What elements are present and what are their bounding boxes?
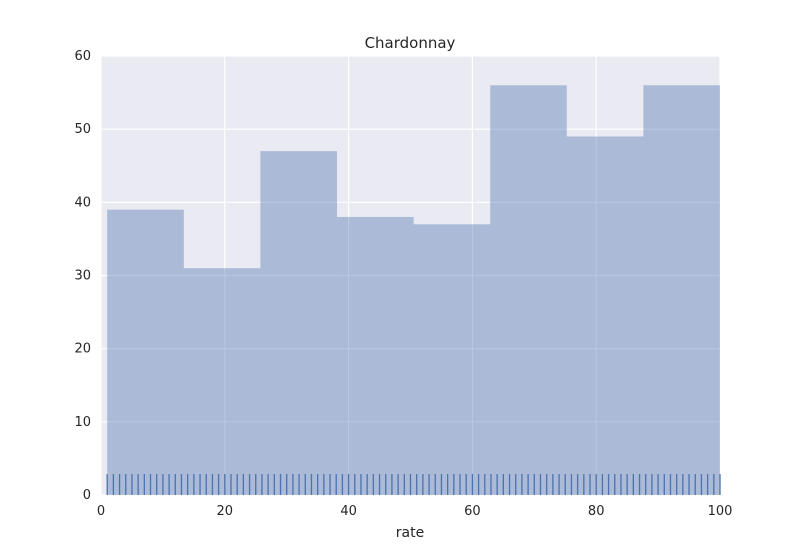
x-tick-label: 80 [588,504,605,519]
x-tick-label: 60 [464,504,481,519]
grid-lines [100,55,721,496]
histogram-bars [107,85,720,496]
x-tick-label: 20 [217,504,234,519]
y-tick-label: 40 [74,195,91,210]
y-tick-label: 10 [74,415,91,430]
rug-marks [106,474,721,495]
y-tick-label: 0 [83,488,91,503]
x-tick-label: 40 [340,504,357,519]
histogram-bar [260,151,337,495]
x-tick-label: 100 [708,504,733,519]
histogram-bar [490,85,567,496]
y-tick-label: 50 [74,122,91,137]
histogram-bar [107,209,184,495]
y-tick-labels: 0 10 20 30 40 50 60 [74,49,91,503]
histogram-bar [413,224,491,496]
y-tick-label: 30 [74,269,91,284]
chart-title: Chardonnay [365,34,456,52]
histogram-bar [183,268,261,495]
x-axis-label: rate [396,525,424,541]
x-tick-label: 0 [97,504,105,519]
histogram-bar [566,136,644,495]
histogram-bar [336,216,414,495]
x-tick-labels: 0 20 40 60 80 100 [97,504,733,519]
histogram-bar [643,85,720,496]
y-tick-label: 60 [74,49,91,64]
y-tick-label: 20 [74,342,91,357]
